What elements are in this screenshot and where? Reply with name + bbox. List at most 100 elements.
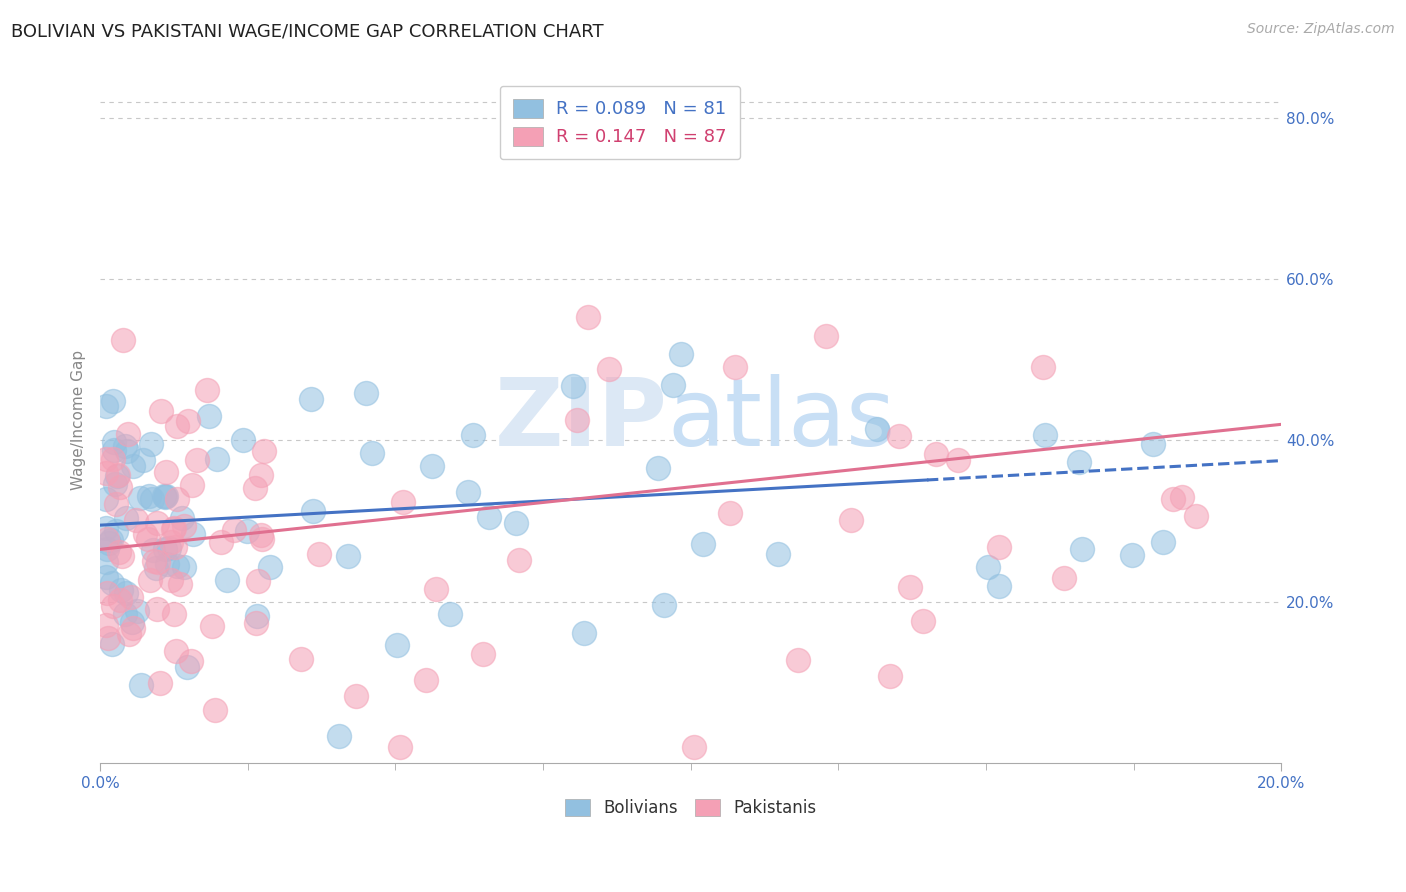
Point bbox=[718, 506, 741, 520]
Point bbox=[145, 516, 167, 530]
Point bbox=[115, 511, 138, 525]
Point bbox=[652, 599, 675, 613]
Point bbox=[900, 581, 922, 595]
Point bbox=[290, 651, 312, 665]
Point bbox=[787, 653, 810, 667]
Point bbox=[166, 492, 188, 507]
Point bbox=[149, 676, 172, 690]
Point bbox=[1161, 492, 1184, 507]
Text: Source: ZipAtlas.com: Source: ZipAtlas.com bbox=[1247, 22, 1395, 37]
Point bbox=[134, 527, 156, 541]
Point bbox=[946, 453, 969, 467]
Point bbox=[96, 532, 118, 546]
Point bbox=[160, 573, 183, 587]
Point bbox=[101, 452, 124, 467]
Point bbox=[245, 616, 267, 631]
Point bbox=[105, 468, 128, 483]
Point bbox=[766, 547, 789, 561]
Point bbox=[598, 361, 620, 376]
Point bbox=[111, 549, 134, 563]
Point bbox=[389, 739, 412, 754]
Point bbox=[165, 644, 187, 658]
Point bbox=[117, 426, 139, 441]
Point bbox=[246, 574, 269, 588]
Point bbox=[243, 481, 266, 495]
Point bbox=[724, 360, 747, 375]
Point bbox=[96, 618, 118, 632]
Point bbox=[96, 586, 118, 600]
Point bbox=[122, 458, 145, 473]
Point bbox=[94, 521, 117, 535]
Point bbox=[155, 489, 177, 503]
Point bbox=[344, 690, 367, 704]
Point bbox=[439, 607, 461, 621]
Point bbox=[250, 467, 273, 482]
Point bbox=[1033, 427, 1056, 442]
Point bbox=[235, 524, 257, 539]
Point bbox=[103, 443, 125, 458]
Point bbox=[112, 333, 135, 347]
Point bbox=[115, 444, 138, 458]
Point bbox=[565, 412, 588, 426]
Point bbox=[1170, 490, 1192, 504]
Point bbox=[1032, 359, 1054, 374]
Point bbox=[682, 739, 704, 754]
Text: atlas: atlas bbox=[666, 375, 896, 467]
Point bbox=[94, 555, 117, 569]
Text: BOLIVIAN VS PAKISTANI WAGE/INCOME GAP CORRELATION CHART: BOLIVIAN VS PAKISTANI WAGE/INCOME GAP CO… bbox=[11, 22, 603, 40]
Point bbox=[146, 602, 169, 616]
Point bbox=[337, 549, 360, 564]
Point bbox=[110, 583, 132, 598]
Point bbox=[252, 532, 274, 546]
Point bbox=[1071, 542, 1094, 557]
Point bbox=[302, 504, 325, 518]
Point bbox=[157, 541, 180, 556]
Point bbox=[180, 478, 202, 492]
Point bbox=[129, 678, 152, 692]
Point bbox=[246, 608, 269, 623]
Point bbox=[138, 573, 160, 587]
Point bbox=[1067, 455, 1090, 469]
Point bbox=[173, 518, 195, 533]
Point bbox=[209, 535, 232, 549]
Point bbox=[96, 542, 118, 557]
Point bbox=[180, 654, 202, 668]
Point bbox=[204, 703, 226, 717]
Point bbox=[457, 484, 479, 499]
Point bbox=[118, 627, 141, 641]
Point bbox=[478, 509, 501, 524]
Point bbox=[107, 468, 129, 483]
Point bbox=[152, 489, 174, 503]
Point bbox=[839, 513, 862, 527]
Point bbox=[104, 524, 127, 538]
Point bbox=[576, 310, 599, 325]
Point bbox=[145, 561, 167, 575]
Point bbox=[912, 614, 935, 628]
Point bbox=[415, 673, 437, 688]
Point bbox=[163, 607, 186, 621]
Point bbox=[103, 394, 125, 409]
Point bbox=[169, 576, 191, 591]
Point bbox=[361, 446, 384, 460]
Point bbox=[259, 560, 281, 574]
Point bbox=[138, 489, 160, 503]
Point bbox=[129, 491, 152, 506]
Point bbox=[562, 379, 585, 393]
Point bbox=[505, 516, 527, 530]
Point bbox=[170, 510, 193, 524]
Point bbox=[252, 443, 274, 458]
Point bbox=[125, 604, 148, 618]
Point bbox=[1121, 548, 1143, 562]
Point bbox=[183, 527, 205, 541]
Point bbox=[508, 553, 530, 567]
Point bbox=[572, 626, 595, 640]
Point bbox=[1053, 572, 1076, 586]
Point bbox=[163, 521, 186, 535]
Point bbox=[299, 392, 322, 406]
Point bbox=[100, 533, 122, 548]
Point bbox=[156, 557, 179, 571]
Point bbox=[232, 433, 254, 447]
Point bbox=[647, 460, 669, 475]
Point bbox=[987, 540, 1010, 554]
Point bbox=[815, 328, 838, 343]
